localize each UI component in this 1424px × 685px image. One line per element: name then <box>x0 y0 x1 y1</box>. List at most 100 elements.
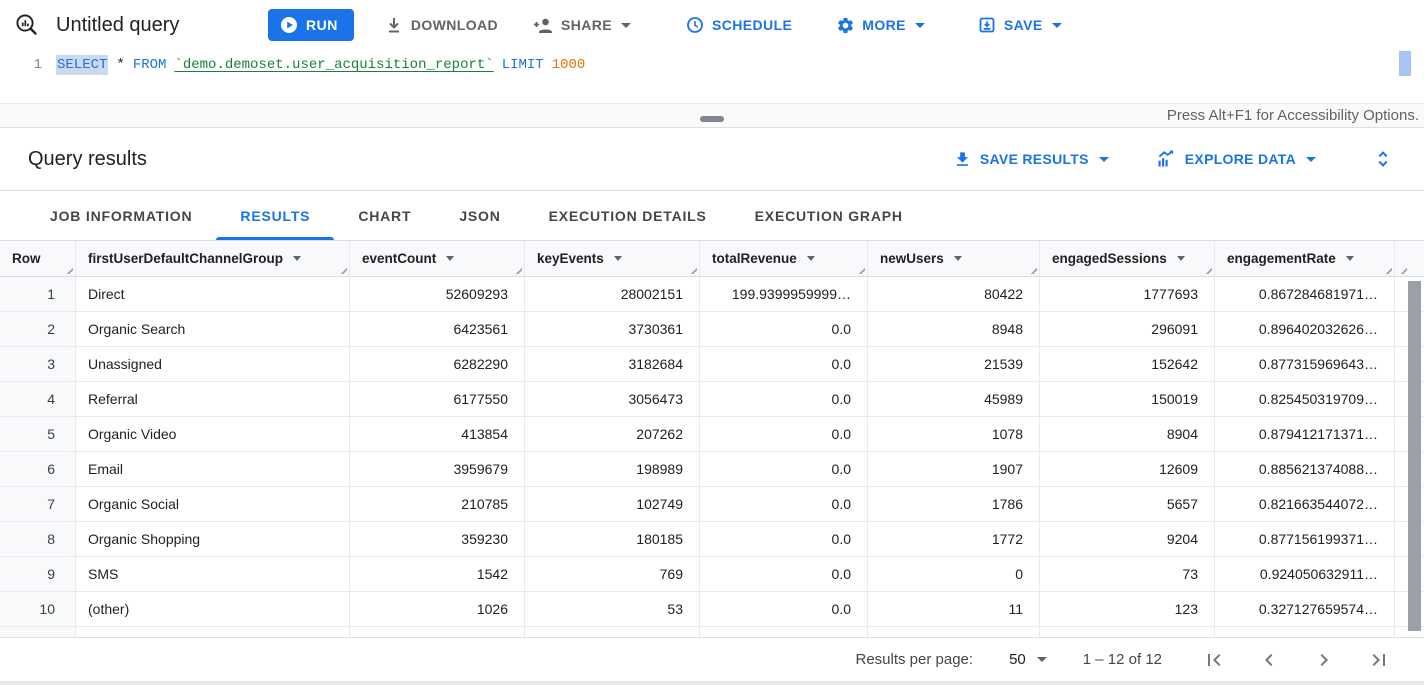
column-header-engagedSessions[interactable]: engagedSessions <box>1040 241 1215 276</box>
column-resize-grip[interactable] <box>1383 265 1392 274</box>
column-resize-grip[interactable] <box>513 265 522 274</box>
cell-eventCount: 413854 <box>350 417 525 451</box>
results-title: Query results <box>28 147 147 170</box>
cell-totalRevenue: 0.0 <box>700 417 868 451</box>
column-header-keyEvents[interactable]: keyEvents <box>525 241 700 276</box>
cell-eventCount: 1542 <box>350 557 525 591</box>
cell-newUsers: 45989 <box>868 382 1040 416</box>
cell-totalRevenue: 0.0 <box>700 312 868 346</box>
sql-token: LIMIT <box>501 57 544 73</box>
column-resize-grip[interactable] <box>1398 265 1407 274</box>
chevron-left-icon <box>1265 653 1273 666</box>
row-number-cell: 4 <box>0 382 76 416</box>
save-results-label: SAVE RESULTS <box>979 151 1089 167</box>
tab-chart[interactable]: CHART <box>334 191 435 240</box>
column-header-firstUserDefaultChannelGroup[interactable]: firstUserDefaultChannelGroup <box>76 241 350 276</box>
column-header-Row[interactable]: Row <box>0 241 76 276</box>
more-button[interactable]: MORE <box>836 16 925 35</box>
save-results-button[interactable]: SAVE RESULTS <box>953 150 1109 169</box>
column-menu-caret-icon[interactable] <box>613 256 622 261</box>
row-number-cell: 5 <box>0 417 76 451</box>
table-scrollbar[interactable] <box>1408 281 1421 631</box>
column-resize-grip[interactable] <box>1028 265 1037 274</box>
tab-job-information[interactable]: JOB INFORMATION <box>26 191 216 240</box>
play-icon <box>281 17 297 33</box>
cell-totalRevenue: 0.0 <box>700 347 868 381</box>
column-label: keyEvents <box>537 251 604 266</box>
tab-execution-graph[interactable]: EXECUTION GRAPH <box>731 191 927 240</box>
cell-newUsers: 0 <box>868 627 1040 637</box>
cell-firstUserDefaultChannelGroup: Organic Video <box>76 417 350 451</box>
column-label: engagementRate <box>1227 251 1336 266</box>
cell-totalRevenue: 0.0 <box>700 592 868 626</box>
table-row: 5 Organic Video 413854 207262 0.0 1078 8904 0.8… <box>0 417 1424 452</box>
cell-keyEvents: 769 <box>525 557 700 591</box>
cell-keyEvents: 102749 <box>525 487 700 521</box>
person-add-icon <box>534 18 553 33</box>
splitter-strip: Press Alt+F1 for Accessibility Options. <box>0 103 1424 128</box>
download-label: DOWNLOAD <box>410 17 499 33</box>
tab-results[interactable]: RESULTS <box>216 191 335 240</box>
cell-newUsers: 80422 <box>868 277 1040 311</box>
column-header-newUsers[interactable]: newUsers <box>868 241 1040 276</box>
first-page-button[interactable] <box>1202 648 1226 672</box>
column-resize-grip[interactable] <box>688 265 697 274</box>
cell-engagedSessions: 73 <box>1040 557 1215 591</box>
editor-scrollbar[interactable] <box>1399 51 1411 76</box>
resize-drag-handle[interactable] <box>700 116 724 122</box>
column-menu-caret-icon[interactable] <box>953 256 962 261</box>
explore-data-button[interactable]: EXPLORE DATA <box>1155 149 1316 169</box>
table-row: 8 Organic Shopping 359230 180185 0.0 1772 9204… <box>0 522 1424 557</box>
expand-panel-button[interactable] <box>1372 147 1394 171</box>
results-per-page-select[interactable]: 50 <box>1009 651 1047 668</box>
column-header-totalRevenue[interactable]: totalRevenue <box>700 241 868 276</box>
column-resize-grip[interactable] <box>338 265 347 274</box>
cell-newUsers: 21539 <box>868 347 1040 381</box>
cell-eventCount: 52609293 <box>350 277 525 311</box>
sql-token: FROM <box>132 57 167 73</box>
cell-firstUserDefaultChannelGroup: (other) <box>76 592 350 626</box>
schedule-button[interactable]: SCHEDULE <box>685 15 792 35</box>
page-size-value: 50 <box>1009 651 1026 668</box>
line-number: 1 <box>33 57 42 73</box>
column-resize-grip[interactable] <box>64 265 73 274</box>
column-menu-caret-icon[interactable] <box>1176 256 1185 261</box>
column-header-eventCount[interactable]: eventCount <box>350 241 525 276</box>
cell-totalRevenue: 0.0 <box>700 522 868 556</box>
last-page-button[interactable] <box>1367 648 1391 672</box>
previous-page-button[interactable] <box>1257 648 1281 672</box>
table-row: 7 Organic Social 210785 102749 0.0 1786 5657 0.… <box>0 487 1424 522</box>
cell-eventCount: 937 <box>350 627 525 637</box>
column-resize-grip[interactable] <box>856 265 865 274</box>
cell-totalRevenue: 0.0 <box>700 452 868 486</box>
cell-engagementRate: 0.924050632911… <box>1215 557 1395 591</box>
column-header-engagementRate[interactable]: engagementRate <box>1215 241 1395 276</box>
row-number-cell: 3 <box>0 347 76 381</box>
column-menu-caret-icon[interactable] <box>806 256 815 261</box>
cell-firstUserDefaultChannelGroup: Organic Search <box>76 312 350 346</box>
cell-engagementRate: 0.885621374088… <box>1215 452 1395 486</box>
share-button[interactable]: SHARE <box>532 15 632 35</box>
page-range-label: 1 – 12 of 12 <box>1082 651 1162 668</box>
column-label: Row <box>12 251 41 266</box>
save-button[interactable]: SAVE <box>977 15 1062 35</box>
cell-engagementRate: 0.821663544072… <box>1215 487 1395 521</box>
cell-firstUserDefaultChannelGroup: Paid Social <box>76 627 350 637</box>
cell-eventCount: 6282290 <box>350 347 525 381</box>
sql-editor[interactable]: 1 SELECT * FROM `demo.demoset.user_acquisit… <box>0 50 1424 103</box>
column-menu-caret-icon[interactable] <box>1345 256 1354 261</box>
run-button[interactable]: RUN <box>268 9 354 41</box>
cell-firstUserDefaultChannelGroup: Email <box>76 452 350 486</box>
sql-tokens[interactable]: SELECT * FROM `demo.demoset.user_acquisitio… <box>56 50 585 103</box>
download-button[interactable]: DOWNLOAD <box>384 15 498 35</box>
next-page-button[interactable] <box>1312 648 1336 672</box>
column-menu-caret-icon[interactable] <box>293 256 302 261</box>
tab-execution-details[interactable]: EXECUTION DETAILS <box>525 191 731 240</box>
row-number-cell: 8 <box>0 522 76 556</box>
cell-engagedSessions: 150019 <box>1040 382 1215 416</box>
tab-json[interactable]: JSON <box>435 191 524 240</box>
cell-newUsers: 0 <box>868 557 1040 591</box>
column-menu-caret-icon[interactable] <box>446 256 455 261</box>
cell-keyEvents: 3056473 <box>525 382 700 416</box>
column-resize-grip[interactable] <box>1203 265 1212 274</box>
